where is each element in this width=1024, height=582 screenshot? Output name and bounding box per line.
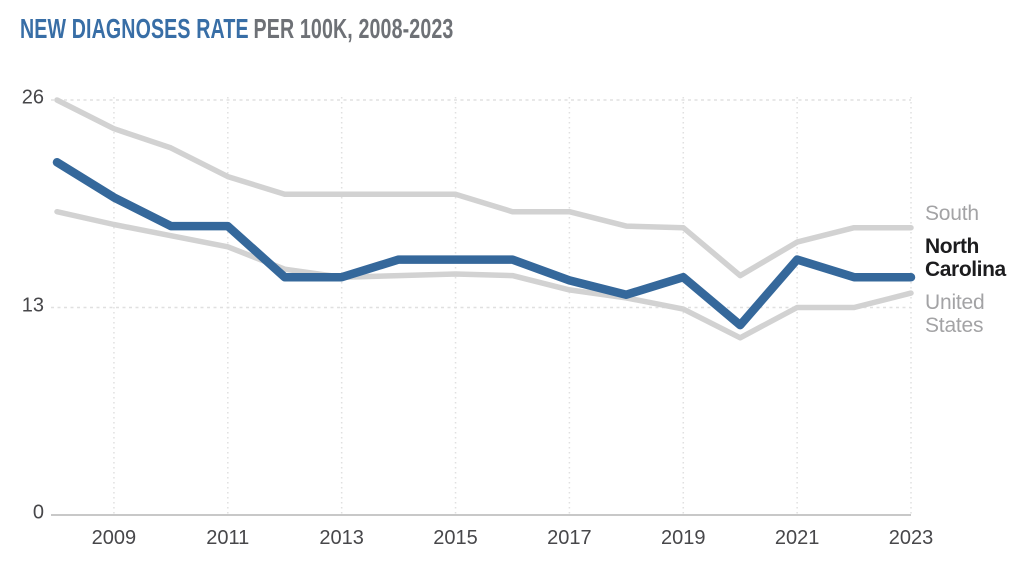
chart-title: NEW DIAGNOSES RATE PER 100K, 2008-2023: [20, 13, 453, 45]
x-tick-label-2013: 2013: [319, 527, 364, 549]
x-tick-label-2019: 2019: [661, 527, 706, 549]
north-carolina-line: [52, 158, 916, 330]
y-tick-label-0: 0: [32, 501, 44, 524]
south-line: [54, 97, 914, 279]
x-tick-label-2011: 2011: [206, 527, 250, 549]
y-tick-label-13: 13: [21, 294, 44, 316]
x-tick-label-2017: 2017: [547, 527, 592, 549]
chart-title-emphasis: NEW DIAGNOSES RATE: [20, 13, 249, 44]
legend-label-south: South: [925, 202, 979, 225]
legend-label-united-states: United States: [925, 291, 985, 337]
united-states-line: [54, 208, 914, 341]
legend-label-north-carolina: North Carolina: [925, 235, 1006, 281]
y-tick-label-26: 26: [21, 86, 44, 109]
x-tick-label-2015: 2015: [433, 527, 478, 549]
x-tick-label-2023: 2023: [888, 527, 934, 549]
chart-title-subtitle: PER 100K, 2008-2023: [253, 13, 454, 44]
x-tick-label-2021: 2021: [774, 527, 820, 549]
x-tick-label-2009: 2009: [91, 527, 137, 549]
